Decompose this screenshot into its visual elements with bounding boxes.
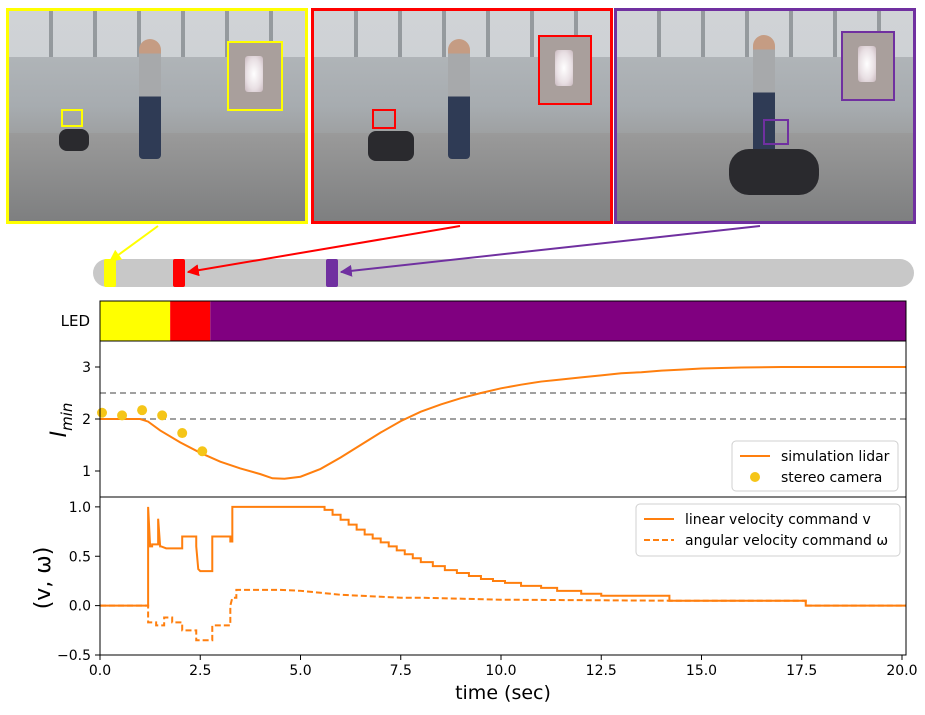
camera-point bbox=[177, 428, 188, 439]
velocity-legend: linear velocity command v angular veloci… bbox=[635, 503, 901, 557]
timeline-marker-yellow bbox=[104, 259, 116, 287]
linear-velocity-line bbox=[100, 505, 906, 607]
arrow-purple bbox=[339, 225, 761, 277]
legend-linear-velocity: linear velocity command v bbox=[685, 512, 871, 528]
legend-angular-velocity: angular velocity command ω bbox=[685, 533, 888, 549]
person-figure bbox=[139, 39, 161, 159]
velocity-ylabel: (v, ω) bbox=[31, 547, 56, 610]
person-figure bbox=[448, 39, 470, 159]
time-xtick-label: 12.5 bbox=[586, 663, 617, 679]
lidar-line bbox=[100, 366, 906, 480]
camera-point bbox=[137, 405, 148, 416]
arrow-yellow bbox=[109, 225, 159, 262]
led-segment-2 bbox=[210, 301, 907, 341]
camera-point bbox=[117, 410, 128, 421]
photo-red-led bbox=[311, 8, 613, 224]
zoom-inset bbox=[841, 31, 895, 101]
time-xtick-label: 20.0 bbox=[886, 663, 917, 679]
arrow-red bbox=[186, 225, 461, 277]
zoom-inset bbox=[538, 35, 592, 105]
time-xtick-label: 0.0 bbox=[89, 663, 111, 679]
timeline-bar bbox=[93, 259, 914, 287]
time-xtick-label: 17.5 bbox=[786, 663, 817, 679]
person-figure bbox=[753, 35, 775, 155]
time-xtick-label: 7.5 bbox=[390, 663, 412, 679]
velocity-frame bbox=[99, 496, 907, 656]
robot-figure bbox=[59, 129, 89, 151]
camera-point bbox=[197, 446, 208, 457]
led-label: LED bbox=[61, 312, 90, 330]
timeline-marker-purple bbox=[326, 259, 338, 287]
imin-ylabel: Imin bbox=[47, 403, 76, 438]
robot-figure bbox=[368, 131, 414, 161]
photo-yellow-led bbox=[6, 8, 308, 224]
imin-legend: simulation lidar stereo camera bbox=[731, 440, 899, 492]
imin-ytick-label: 2 bbox=[82, 412, 91, 428]
led-panel bbox=[100, 301, 907, 341]
time-xlabel: time (sec) bbox=[455, 682, 551, 704]
angular-velocity-line bbox=[100, 588, 906, 642]
time-xtick-label: 10.0 bbox=[485, 663, 516, 679]
led-segment-0 bbox=[100, 301, 171, 341]
roi-box bbox=[763, 119, 789, 145]
camera-point bbox=[97, 407, 108, 418]
roi-box bbox=[61, 109, 83, 127]
legend-simulation-lidar: simulation lidar bbox=[781, 449, 890, 465]
legend-stereo-camera: stereo camera bbox=[781, 470, 882, 486]
led-segment-1 bbox=[170, 301, 211, 341]
imin-ytick-label: 3 bbox=[82, 360, 91, 376]
camera-point bbox=[157, 410, 168, 421]
velocity-ytick-label: 0.0 bbox=[69, 599, 91, 615]
imin-ytick-label: 1 bbox=[82, 464, 91, 480]
legend-dot-icon bbox=[750, 472, 760, 482]
timeline-marker-red bbox=[173, 259, 185, 287]
velocity-ytick-label: −0.5 bbox=[57, 648, 91, 664]
velocity-ytick-label: 1.0 bbox=[69, 500, 91, 516]
robot-figure bbox=[729, 149, 819, 195]
roi-box bbox=[372, 109, 396, 129]
time-xtick-label: 2.5 bbox=[189, 663, 211, 679]
velocity-panel: −0.50.00.51.00.0 2.5 5.0 7.5 10.0 12.5 15.0 17.… bbox=[57, 500, 918, 679]
photo-purple-led bbox=[614, 8, 916, 224]
time-xtick-label: 15.0 bbox=[686, 663, 717, 679]
time-xtick-label: 5.0 bbox=[289, 663, 311, 679]
zoom-inset bbox=[227, 41, 283, 111]
velocity-ytick-label: 0.5 bbox=[69, 549, 91, 565]
imin-panel: 1 2 3 bbox=[82, 360, 906, 480]
